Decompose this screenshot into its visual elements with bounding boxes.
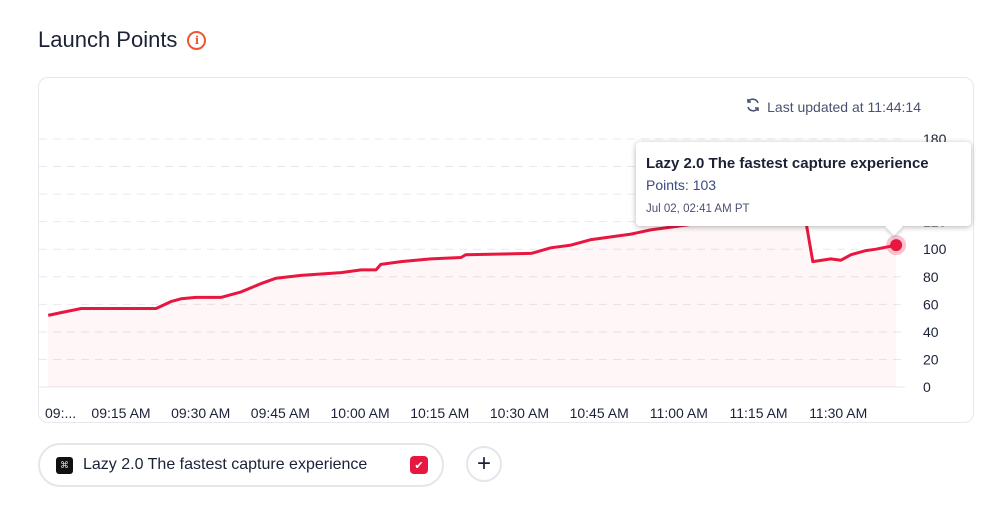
page-title: Launch Points i — [38, 27, 207, 53]
tooltip-points: Points: 103 — [646, 177, 717, 193]
x-tick-label: 10:30 AM — [490, 405, 549, 421]
y-tick-label: 20 — [923, 351, 939, 367]
chart-tooltip: Lazy 2.0 The fastest capture experience … — [636, 142, 971, 226]
series-area — [48, 213, 897, 387]
x-tick-label: 09:... — [45, 405, 76, 421]
refresh-icon[interactable] — [745, 97, 761, 116]
chart-card: Last updated at 11:44:14 020406080100120… — [38, 77, 974, 423]
page-title-text: Launch Points — [38, 27, 178, 52]
legend-chip-label: Lazy 2.0 The fastest capture experience — [83, 456, 368, 473]
x-tick-label: 09:30 AM — [171, 405, 230, 421]
x-tick-label: 10:00 AM — [331, 405, 390, 421]
last-updated: Last updated at 11:44:14 — [745, 97, 921, 116]
add-series-button[interactable]: + — [466, 446, 502, 482]
y-tick-label: 60 — [923, 296, 939, 312]
y-tick-label: 0 — [923, 379, 931, 395]
last-updated-text: Last updated at 11:44:14 — [767, 98, 921, 115]
line-chart: 02040608010012014016018009:...09:15 AM09… — [39, 131, 947, 421]
x-tick-label: 10:45 AM — [570, 405, 629, 421]
x-tick-label: 09:45 AM — [251, 405, 310, 421]
y-tick-label: 100 — [923, 241, 947, 257]
series-line — [47, 211, 897, 317]
plus-icon: + — [476, 450, 491, 477]
y-tick-label: 80 — [923, 269, 939, 285]
x-tick-label: 11:00 AM — [650, 405, 708, 421]
x-tick-label: 11:30 AM — [809, 405, 867, 421]
x-tick-label: 11:15 AM — [729, 405, 787, 421]
tooltip-date: Jul 02, 02:41 AM PT — [646, 203, 750, 215]
y-tick-label: 40 — [923, 324, 939, 340]
info-icon[interactable]: i — [187, 30, 207, 50]
checkbox-checked-icon[interactable]: ✔ — [410, 456, 428, 474]
product-logo-icon: ⌘ — [56, 456, 73, 474]
tooltip-title: Lazy 2.0 The fastest capture experience — [646, 155, 929, 172]
x-tick-label: 09:15 AM — [91, 405, 150, 421]
active-point — [890, 239, 903, 252]
x-tick-label: 10:15 AM — [410, 405, 469, 421]
legend-chip[interactable]: ⌘ Lazy 2.0 The fastest capture experienc… — [38, 443, 444, 487]
